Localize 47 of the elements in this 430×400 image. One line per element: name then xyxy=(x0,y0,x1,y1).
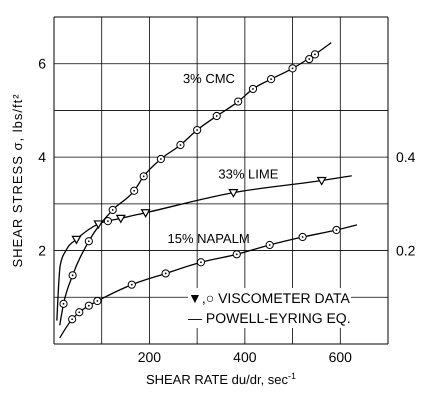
point xyxy=(84,302,93,310)
y-tick-label: 6 xyxy=(38,56,46,72)
point xyxy=(108,206,117,214)
point xyxy=(156,154,165,164)
point xyxy=(232,250,241,258)
point xyxy=(234,97,242,106)
point xyxy=(196,258,206,266)
annotation: ▼,○ VISCOMETER DATA xyxy=(188,289,351,308)
point xyxy=(332,226,341,234)
x-tick-label: 200 xyxy=(138,348,162,365)
point xyxy=(130,186,138,195)
point xyxy=(298,232,307,242)
point xyxy=(248,84,258,94)
series-label: 33% LIME xyxy=(218,166,279,182)
point xyxy=(72,236,82,244)
point xyxy=(59,300,68,308)
x-tick-label: 400 xyxy=(233,348,257,365)
point xyxy=(128,280,136,289)
point xyxy=(104,217,112,226)
point xyxy=(141,209,150,218)
point xyxy=(93,296,102,306)
point xyxy=(75,308,84,316)
y-tick-label: 2 xyxy=(38,242,46,259)
point xyxy=(212,112,221,120)
annotation: — POWELL-EYRING EQ. xyxy=(188,309,351,328)
y2-tick-label: 0.4 xyxy=(396,149,416,166)
y2-tick-label: 0.2 xyxy=(396,242,416,259)
x-tick-label: 600 xyxy=(328,348,352,365)
point xyxy=(288,64,297,72)
point xyxy=(317,176,326,186)
y-axis-title: SHEAR STRESS σ, lbs/ft² xyxy=(10,93,25,268)
point xyxy=(305,54,314,64)
y-tick-label: 4 xyxy=(38,149,46,166)
x-axis-title: SHEAR RATE du/dr, sec$^{-1}$ xyxy=(146,371,296,387)
point xyxy=(266,240,274,250)
point xyxy=(310,50,320,58)
point xyxy=(193,126,202,134)
point xyxy=(228,189,238,198)
point xyxy=(162,269,170,278)
point xyxy=(94,220,103,229)
point xyxy=(68,315,76,324)
point xyxy=(176,140,185,150)
point xyxy=(68,271,77,280)
point xyxy=(84,237,93,246)
point xyxy=(267,75,276,84)
point xyxy=(116,214,126,223)
point xyxy=(140,172,148,180)
